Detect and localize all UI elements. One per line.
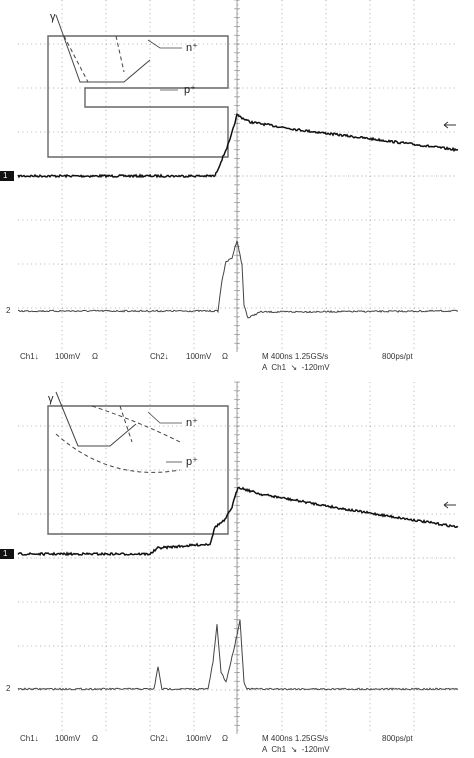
readout-ch1: Ch1↓ [20,352,39,361]
ch1-trace [17,112,459,179]
inset-leader [147,411,182,424]
ch1-trace [17,486,459,557]
inset-dashed [119,405,133,443]
inset-dashed [91,405,181,443]
readout-timebase: M 400ns 1.25GS/s [262,734,328,743]
readout-ch1: Ch1↓ [20,734,39,743]
readout-ch1-imp: Ω [92,734,98,743]
readout-ch2: Ch2↓ [150,352,169,361]
inset-track [55,391,137,447]
readout-ch2-imp: Ω [222,352,228,361]
readout-ch2-scale: 100mV [186,734,212,743]
ch2-marker: 2 [6,684,11,693]
ch1-marker: 1 [3,171,8,180]
readout-ch1-scale: 100mV [55,352,81,361]
ch1-marker: 1 [3,549,8,558]
inset-label: γ [50,11,56,23]
readout-ch2-scale: 100mV [186,352,212,361]
inset-label: n⁺ [186,417,198,429]
ch2-marker: 2 [6,306,11,315]
scope-screen: γ n⁺ p⁺ 1 2 Ch1↓ 100mV Ω Ch2↓ 100mV Ω M 400ns 1.25G… [0,381,459,754]
inset-label: p⁺ [184,84,196,96]
readout-trigger: A Ch1 ↘ -120mV [262,745,330,754]
inset-outline [47,35,229,158]
readout-ch1-scale: 100mV [55,734,81,743]
inset-label: γ [48,393,54,405]
inset-track [55,14,151,83]
inset-dashed [115,35,125,73]
inset-dashed [55,433,181,473]
inset-label: p⁺ [186,456,198,468]
inset-leader [147,39,182,49]
ch1-marker-box [0,549,14,559]
readout-resolution: 800ps/pt [382,734,413,743]
trigger-arrow [443,501,456,509]
ch2-trace [17,619,459,691]
inset-dashed [63,35,89,83]
readout-ch2-imp: Ω [222,734,228,743]
ch2-trace [17,240,459,319]
inset-label: n⁺ [186,42,198,54]
scope-screen: γ n⁺ p⁺ 1 2 Ch1↓ 100mV Ω Ch2↓ 100mV Ω M 400ns 1.25G… [0,0,459,372]
inset-outline [47,405,229,535]
readout-trigger: A Ch1 ↘ -120mV [262,363,330,372]
readout-timebase: M 400ns 1.25GS/s [262,352,328,361]
readout-resolution: 800ps/pt [382,352,413,361]
readout-ch1-imp: Ω [92,352,98,361]
trigger-arrow [443,121,456,129]
readout-ch2: Ch2↓ [150,734,169,743]
ch1-marker-box [0,171,14,181]
